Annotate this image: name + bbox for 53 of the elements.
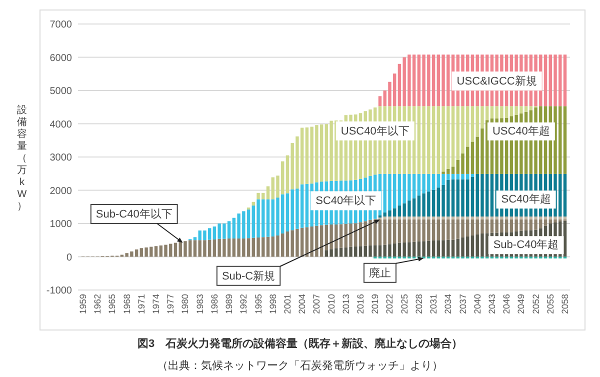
x-tick-label: 2058 <box>560 294 570 314</box>
x-tick-label: 2001 <box>282 294 292 314</box>
series-label: USC&IGCC新規 <box>456 74 537 88</box>
x-tick-label: 1971 <box>136 294 146 314</box>
x-tick-label: 1998 <box>268 294 278 314</box>
x-tick-label: 2013 <box>340 294 351 314</box>
series-label: USC40年以下 <box>340 124 410 138</box>
y-tick-label: 0 <box>66 252 72 264</box>
x-tick-label: 2016 <box>356 294 366 314</box>
x-tick-label: 2031 <box>428 294 439 314</box>
x-tick-label: 1965 <box>107 294 118 314</box>
text: 図3 石炭火力発電所の設備容量（既存＋新設、廃止なしの場合） <box>137 337 463 350</box>
x-tick-label: 2028 <box>414 294 424 314</box>
x-tick-label: 2055 <box>545 294 556 314</box>
series-label: USC40年超 <box>492 125 550 138</box>
x-tick-label: 2025 <box>399 294 410 314</box>
x-tick-label: 1962 <box>92 294 103 314</box>
series-label: SC40年超 <box>501 194 551 206</box>
text: 設備容量（万kW） <box>17 105 27 212</box>
series-label: Sub-C40年超 <box>493 239 559 252</box>
x-tick-label: 1980 <box>180 294 190 314</box>
series-label: 廃止 <box>368 266 391 280</box>
y-tick-label: -1000 <box>46 286 72 296</box>
x-tick-label: 2040 <box>472 294 482 314</box>
y-tick-label: 7000 <box>50 20 72 30</box>
x-tick-label: 1959 <box>78 294 88 314</box>
x-tick-label: 2022 <box>384 294 395 314</box>
x-tick-label: 1992 <box>238 294 249 314</box>
x-tick-label: 2034 <box>443 294 454 314</box>
x-tick-label: 1989 <box>224 294 234 314</box>
x-tick-label: 2004 <box>297 294 308 314</box>
x-tick-label: 1977 <box>166 294 176 314</box>
x-tick-label: 1986 <box>209 294 220 314</box>
x-tick-label: 2010 <box>326 294 336 314</box>
y-tick-label: 2000 <box>50 186 72 197</box>
x-tick-label: 2037 <box>458 294 468 314</box>
series-label: SC40年以下 <box>316 194 376 208</box>
y-tick-label: 1000 <box>50 219 72 230</box>
text: （出典：気候ネットワーク「石炭発電所ウォッチ」より） <box>157 359 443 372</box>
y-tick-label: 4000 <box>50 119 72 130</box>
x-tick-label: 2049 <box>516 294 526 314</box>
x-tick-label: 2052 <box>530 294 541 314</box>
x-tick-label: 2019 <box>370 294 380 314</box>
x-tick-label: 1974 <box>151 294 162 314</box>
y-tick-label: 5000 <box>50 86 72 97</box>
x-tick-label: 1968 <box>122 294 132 314</box>
x-tick-label: 1995 <box>253 294 264 314</box>
y-tick-label: 6000 <box>50 52 72 64</box>
x-tick-label: 1983 <box>194 294 205 314</box>
x-tick-label: 2046 <box>502 294 512 314</box>
y-tick-label: 3000 <box>50 152 72 164</box>
x-tick-label: 2007 <box>312 294 322 314</box>
x-tick-label: 2043 <box>486 294 497 314</box>
